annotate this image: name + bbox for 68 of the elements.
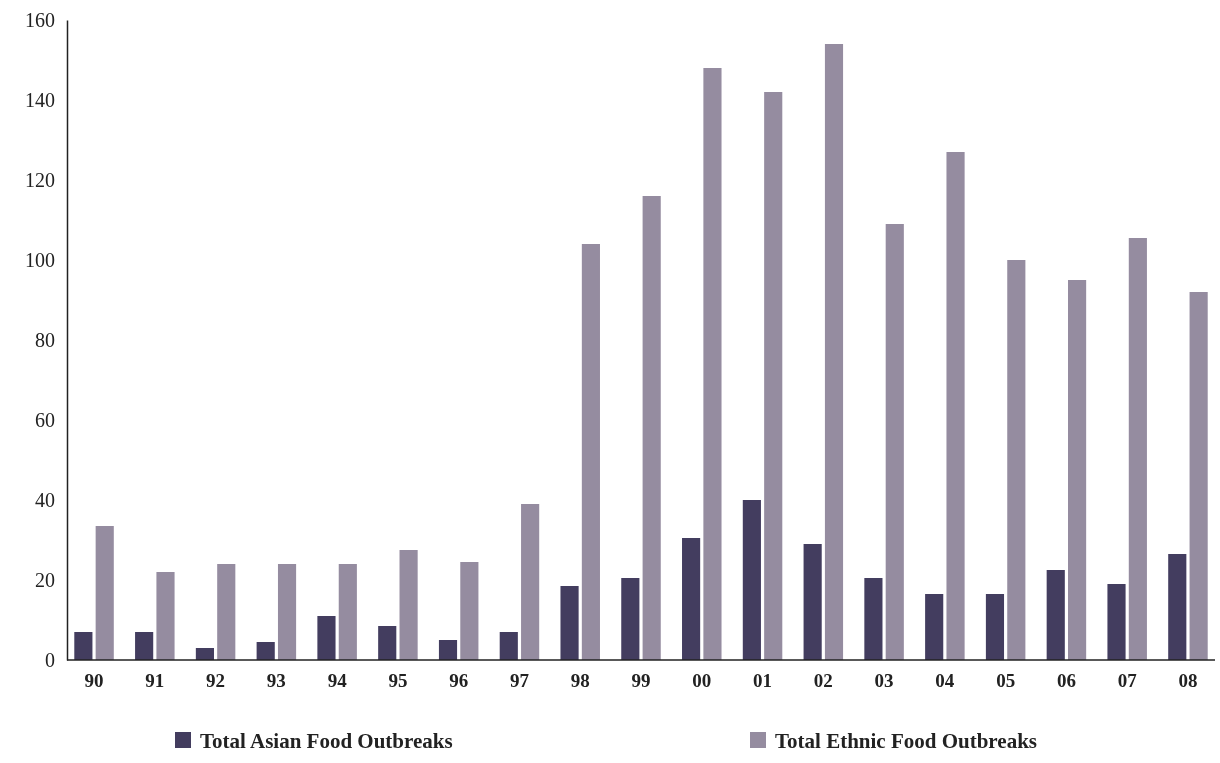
- x-tick-label: 96: [449, 670, 469, 692]
- y-tick-label: 80: [35, 328, 55, 351]
- bar: [1128, 238, 1147, 660]
- x-tick-label: 04: [935, 670, 955, 692]
- bar: [521, 504, 540, 660]
- bar: [742, 500, 761, 660]
- bar: [195, 648, 214, 660]
- bar: [460, 562, 479, 660]
- bar: [438, 640, 458, 660]
- y-tick-label: 20: [35, 568, 55, 591]
- x-tick-label: 05: [996, 670, 1016, 692]
- x-tick-label: 07: [1117, 670, 1138, 692]
- bar: [1168, 554, 1187, 660]
- x-tick-label: 00: [692, 670, 712, 692]
- x-tick-label: 91: [145, 670, 165, 692]
- x-tick-label: 02: [813, 670, 833, 692]
- y-tick-label: 160: [25, 8, 55, 31]
- bar: [317, 616, 336, 660]
- legend-label: Total Ethnic Food Outbreaks: [775, 729, 1037, 753]
- bar: [256, 642, 275, 660]
- y-tick-label: 60: [35, 408, 55, 431]
- y-tick-label: 40: [35, 488, 55, 511]
- legend-label: Total Asian Food Outbreaks: [200, 729, 453, 753]
- x-tick-label: 98: [570, 670, 590, 692]
- bar: [885, 224, 904, 660]
- bar: [399, 550, 418, 660]
- bar: [95, 526, 114, 660]
- x-tick-label: 06: [1056, 670, 1076, 692]
- bar: [338, 564, 357, 660]
- bar: [135, 632, 154, 660]
- x-tick-label: 99: [631, 670, 651, 692]
- x-tick-label: 08: [1178, 670, 1198, 692]
- bar: [864, 578, 883, 660]
- bar: [985, 594, 1005, 660]
- bar: [581, 244, 600, 660]
- bar: [74, 632, 93, 660]
- bar: [946, 152, 965, 660]
- bar: [1007, 260, 1026, 660]
- x-tick-label: 97: [509, 670, 530, 692]
- x-tick-label: 93: [266, 670, 286, 692]
- bar: [156, 572, 175, 660]
- x-tick-label: 94: [327, 670, 348, 692]
- y-tick-label: 140: [25, 88, 55, 111]
- bar: [621, 578, 640, 660]
- y-tick-label: 120: [25, 168, 55, 191]
- bar: [499, 632, 518, 660]
- y-tick-label: 0: [45, 648, 55, 671]
- bar: [1107, 584, 1126, 660]
- x-tick-label: 95: [388, 670, 408, 692]
- bar: [925, 594, 944, 660]
- bar: [1046, 570, 1065, 660]
- x-tick-label: 03: [874, 670, 894, 692]
- bar: [217, 564, 236, 660]
- bar: [682, 538, 701, 660]
- bar: [378, 626, 397, 660]
- bar: [764, 92, 783, 660]
- x-tick-label: 01: [753, 670, 773, 692]
- x-tick-label: 90: [84, 670, 104, 692]
- bar: [1189, 292, 1208, 660]
- bar: [277, 564, 297, 660]
- x-tick-label: 92: [206, 670, 226, 692]
- bar: [703, 68, 722, 660]
- bar: [1068, 280, 1087, 660]
- bar: [824, 44, 844, 660]
- y-tick-label: 100: [25, 248, 55, 271]
- bar: [642, 196, 661, 660]
- bar: [803, 544, 822, 660]
- bar: [560, 586, 579, 660]
